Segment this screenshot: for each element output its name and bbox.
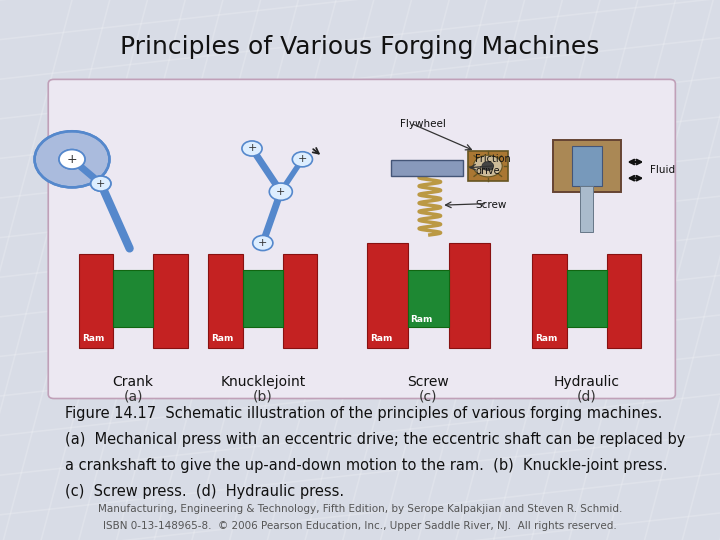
FancyBboxPatch shape xyxy=(209,254,243,348)
Text: Screw: Screw xyxy=(475,200,507,210)
Text: (d): (d) xyxy=(577,390,597,404)
Circle shape xyxy=(474,156,503,177)
FancyBboxPatch shape xyxy=(367,243,408,348)
Circle shape xyxy=(59,150,85,169)
FancyBboxPatch shape xyxy=(606,254,641,348)
Text: (c): (c) xyxy=(419,390,438,404)
Text: (c)  Screw press.  (d)  Hydraulic press.: (c) Screw press. (d) Hydraulic press. xyxy=(65,484,344,499)
Text: Manufacturing, Engineering & Technology, Fifth Edition, by Serope Kalpakjian and: Manufacturing, Engineering & Technology,… xyxy=(98,504,622,514)
FancyBboxPatch shape xyxy=(79,254,114,348)
Text: Fluid: Fluid xyxy=(649,165,675,175)
Text: Principles of Various Forging Machines: Principles of Various Forging Machines xyxy=(120,35,600,59)
Text: +: + xyxy=(276,187,286,197)
Text: Screw: Screw xyxy=(408,375,449,389)
Circle shape xyxy=(269,183,292,200)
Text: Knucklejoint: Knucklejoint xyxy=(220,375,305,389)
FancyBboxPatch shape xyxy=(391,160,463,176)
Circle shape xyxy=(292,152,312,167)
Text: +: + xyxy=(297,154,307,164)
Circle shape xyxy=(482,162,494,171)
FancyBboxPatch shape xyxy=(532,254,567,348)
FancyBboxPatch shape xyxy=(468,151,508,181)
Text: a crankshaft to give the up-and-down motion to the ram.  (b)  Knuckle-joint pres: a crankshaft to give the up-and-down mot… xyxy=(65,458,667,473)
Circle shape xyxy=(242,141,262,156)
Text: +: + xyxy=(67,153,77,166)
FancyBboxPatch shape xyxy=(449,243,490,348)
Text: +: + xyxy=(96,179,106,188)
Text: Flywheel: Flywheel xyxy=(400,119,446,129)
Text: Ram: Ram xyxy=(212,334,234,343)
Text: Hydraulic: Hydraulic xyxy=(554,375,620,389)
Text: +: + xyxy=(247,144,257,153)
Text: Ram: Ram xyxy=(535,334,558,343)
FancyBboxPatch shape xyxy=(567,270,606,327)
Text: (a): (a) xyxy=(123,390,143,404)
FancyBboxPatch shape xyxy=(48,79,675,399)
FancyBboxPatch shape xyxy=(408,270,449,327)
Text: (b): (b) xyxy=(253,390,273,404)
FancyBboxPatch shape xyxy=(283,254,318,348)
Text: +: + xyxy=(96,179,106,188)
FancyBboxPatch shape xyxy=(153,254,187,348)
Circle shape xyxy=(59,150,85,169)
Text: Friction
drive: Friction drive xyxy=(475,154,511,176)
Circle shape xyxy=(253,235,273,251)
Text: +: + xyxy=(258,238,268,248)
FancyBboxPatch shape xyxy=(243,270,282,327)
Text: (a)  Mechanical press with an eccentric drive; the eccentric shaft can be replac: (a) Mechanical press with an eccentric d… xyxy=(65,432,685,447)
Circle shape xyxy=(91,176,111,191)
FancyBboxPatch shape xyxy=(580,186,593,232)
FancyBboxPatch shape xyxy=(114,270,153,327)
Text: ISBN 0-13-148965-8.  © 2006 Pearson Education, Inc., Upper Saddle River, NJ.  Al: ISBN 0-13-148965-8. © 2006 Pearson Educa… xyxy=(103,521,617,531)
Text: Ram: Ram xyxy=(370,334,392,343)
FancyBboxPatch shape xyxy=(553,140,621,192)
Text: +: + xyxy=(67,153,77,166)
Text: Crank: Crank xyxy=(113,375,153,389)
Text: Figure 14.17  Schematic illustration of the principles of various forging machin: Figure 14.17 Schematic illustration of t… xyxy=(65,406,662,421)
Text: Ram: Ram xyxy=(410,315,433,324)
Text: Ram: Ram xyxy=(82,334,104,343)
Circle shape xyxy=(91,176,111,191)
FancyBboxPatch shape xyxy=(572,146,602,186)
Circle shape xyxy=(35,131,109,187)
